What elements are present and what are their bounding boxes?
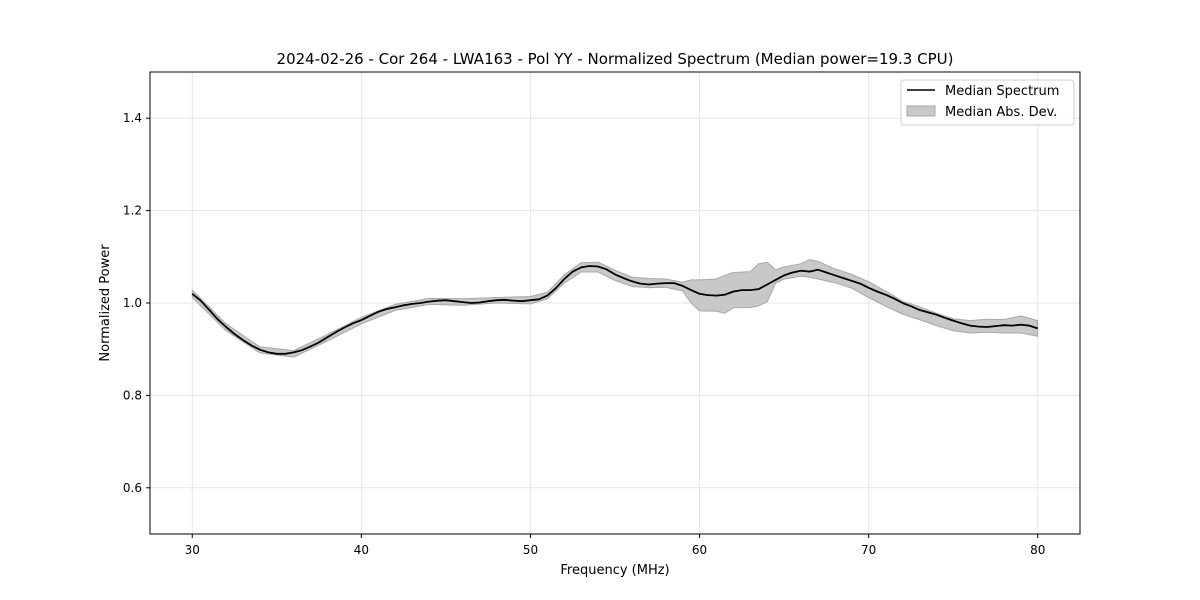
x-tick-label: 40 — [354, 543, 369, 557]
legend-label-median-abs-dev: Median Abs. Dev. — [945, 105, 1057, 120]
x-tick-label: 30 — [185, 543, 200, 557]
y-tick-label: 0.8 — [123, 388, 142, 402]
legend: Median Spectrum Median Abs. Dev. — [900, 79, 1075, 126]
x-axis-label: Frequency (MHz) — [560, 563, 669, 578]
legend-band-swatch — [906, 105, 936, 117]
x-tick-label: 80 — [1030, 543, 1045, 557]
y-axis-label: Normalized Power — [98, 244, 113, 362]
x-tick-label: 60 — [692, 543, 707, 557]
series-median-spectrum-line — [191, 265, 1038, 355]
y-tick-label: 1.4 — [123, 111, 142, 125]
x-tick-label: 50 — [523, 543, 538, 557]
legend-box — [900, 79, 1075, 126]
y-tick-label: 1.0 — [123, 296, 142, 310]
chart-title: 2024-02-26 - Cor 264 - LWA163 - Pol YY -… — [277, 50, 954, 68]
y-tick-label: 0.6 — [123, 481, 142, 495]
x-tick-label: 70 — [861, 543, 876, 557]
x-ticks: 30 40 50 60 70 80 — [185, 534, 1045, 557]
legend-label-median-spectrum: Median Spectrum — [945, 84, 1059, 99]
series-median-abs-dev-band — [191, 259, 1039, 358]
y-tick-label: 1.2 — [123, 204, 142, 218]
mad-band-layer — [191, 259, 1039, 358]
y-ticks: 0.6 0.8 1.0 1.2 1.4 — [123, 111, 150, 495]
median-line-layer — [191, 265, 1038, 355]
